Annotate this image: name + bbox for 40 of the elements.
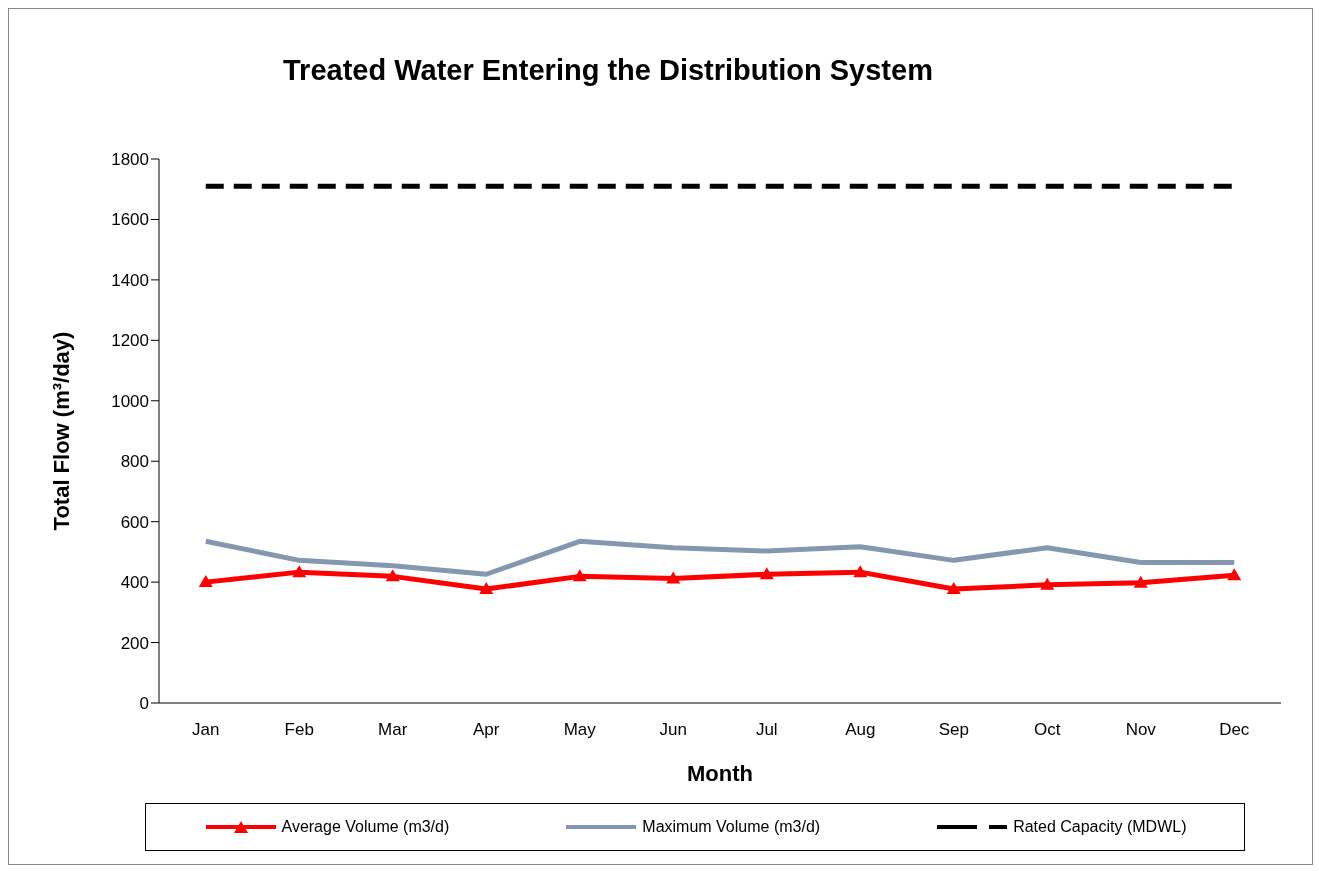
point [946, 582, 961, 595]
x-tick-label: May [563, 720, 597, 740]
legend-label: Maximum Volume (m3/d) [642, 818, 821, 836]
x-tick-label: Jun [659, 720, 687, 740]
y-tick-label: 1000 [111, 391, 149, 411]
x-tick-label: Aug [845, 720, 876, 740]
x-tick-label: Sep [938, 720, 969, 740]
legend-label: Rated Capacity (MDWL) [1013, 818, 1187, 836]
y-tick-label: 1200 [111, 331, 149, 351]
point [198, 575, 213, 588]
x-axis-title: Month [687, 760, 753, 786]
point [1227, 568, 1242, 581]
point [759, 567, 774, 580]
y-tick-label: 800 [120, 452, 149, 472]
y-tick-label: 1800 [111, 150, 149, 170]
point [1040, 577, 1055, 590]
y-axis-title: Total Flow (m³/day) [48, 331, 74, 531]
point [1133, 575, 1148, 588]
point [385, 569, 400, 582]
point [853, 565, 868, 578]
y-tick-label: 0 [139, 694, 149, 714]
point [292, 565, 307, 578]
y-tick-label: 1600 [111, 210, 149, 230]
x-tick-label: Jul [755, 720, 778, 740]
y-tick-label: 1400 [111, 270, 149, 290]
y-tick-label: 600 [120, 512, 149, 532]
legend-label: Average Volume (m3/d) [281, 818, 450, 836]
chart-title: Treated Water Entering the Distribution System [282, 54, 934, 87]
x-tick-label: Mar [378, 720, 408, 740]
point [666, 571, 681, 584]
x-tick-label: Feb [284, 720, 314, 740]
y-tick-label: 400 [120, 573, 149, 593]
x-tick-label: Jan [192, 720, 220, 740]
y-tick-label: 200 [120, 633, 149, 653]
point [572, 569, 587, 582]
x-tick-label: Dec [1219, 720, 1250, 740]
point [479, 582, 494, 595]
x-tick-label: Nov [1125, 720, 1157, 740]
x-tick-label: Oct [1034, 720, 1061, 740]
x-tick-label: Apr [473, 720, 500, 740]
